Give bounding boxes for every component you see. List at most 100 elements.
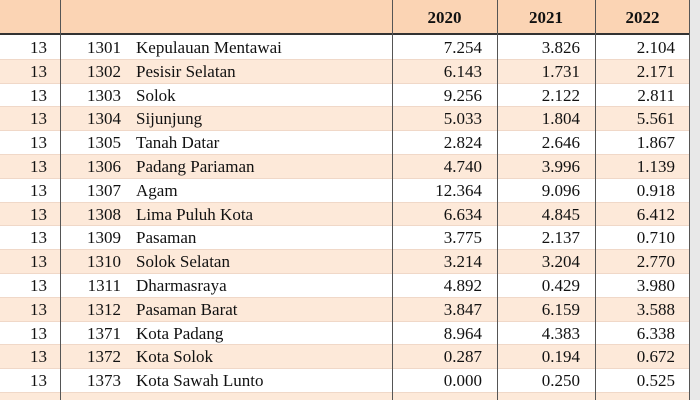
province-code: 13 (30, 228, 47, 248)
region-name: Kota Solok (136, 347, 213, 367)
region-name: Lima Puluh Kota (136, 204, 254, 224)
value: 3.996 (541, 157, 580, 176)
value: 2.811 (637, 85, 675, 105)
province-code: 13 (30, 85, 47, 105)
province-code: 13 (30, 252, 47, 272)
value: 0.672 (636, 347, 675, 367)
value: 4.383 (541, 323, 580, 343)
region-name: Sijunjung (136, 109, 203, 129)
province-code: 13 (30, 347, 47, 367)
row-band (0, 393, 690, 400)
column-border (689, 0, 690, 400)
region-code: 1308 (87, 204, 121, 224)
value: 8.964 (443, 323, 482, 343)
region-name: Padang Pariaman (136, 157, 255, 176)
region-name: Solok (136, 85, 176, 105)
value: 4.892 (443, 276, 482, 295)
region-name: Agam (136, 180, 178, 200)
province-code: 13 (30, 204, 47, 224)
value: 4.845 (541, 204, 580, 224)
value: 2.104 (636, 38, 675, 57)
value: 0.000 (443, 371, 482, 391)
row-band (0, 250, 690, 274)
province-code: 13 (30, 276, 47, 295)
row-band (0, 226, 690, 251)
value: 0.194 (541, 347, 580, 367)
row-band (0, 178, 690, 203)
value: 5.561 (636, 109, 675, 129)
value: 2.122 (541, 85, 580, 105)
value: 9.256 (443, 85, 482, 105)
province-code: 13 (30, 323, 47, 343)
region-code: 1310 (87, 252, 121, 272)
region-code: 1302 (87, 61, 121, 81)
value: 3.775 (443, 228, 482, 248)
row-band (0, 297, 690, 322)
value: 3.214 (443, 252, 482, 272)
region-code: 1303 (87, 85, 121, 105)
value: 7.254 (443, 38, 482, 57)
value: 0.429 (541, 276, 580, 295)
value: 0.918 (636, 180, 675, 200)
year-header: 2020 (427, 8, 462, 27)
province-code: 13 (30, 371, 47, 391)
value: 6.159 (541, 299, 580, 319)
value: 6.338 (636, 323, 675, 343)
value: 2.770 (636, 252, 675, 272)
column-border (497, 0, 498, 400)
region-name: Solok Selatan (136, 252, 230, 272)
row-band (0, 36, 690, 60)
value: 2.137 (541, 228, 580, 248)
row-band (0, 369, 690, 393)
year-header: 2022 (625, 8, 660, 27)
value: 2.646 (541, 133, 580, 153)
value: 1.804 (541, 109, 580, 129)
province-code: 13 (30, 157, 47, 176)
value: 4.740 (443, 157, 482, 176)
column-border (60, 0, 61, 400)
value: 0.287 (443, 347, 482, 367)
region-code: 1306 (87, 157, 121, 176)
region-code: 1312 (87, 299, 121, 319)
value: 0.525 (636, 371, 675, 391)
province-code: 13 (30, 61, 47, 81)
value: 6.412 (636, 204, 675, 224)
region-code: 1372 (87, 347, 121, 367)
value: 1.731 (541, 61, 580, 81)
row-band (0, 345, 690, 370)
row-band (0, 202, 690, 227)
row-band (0, 83, 690, 108)
region-code: 1371 (87, 323, 121, 343)
value: 3.826 (541, 38, 580, 57)
value: 5.033 (443, 109, 482, 129)
value: 3.980 (636, 276, 675, 295)
column-border (392, 0, 393, 400)
value: 2.171 (636, 61, 675, 81)
value: 3.204 (541, 252, 580, 272)
row-band (0, 155, 690, 179)
row-band (0, 107, 690, 132)
value: 0.250 (541, 371, 580, 391)
value: 1.867 (636, 133, 675, 153)
header-row (0, 0, 690, 35)
value: 3.588 (636, 299, 675, 319)
province-code: 13 (30, 109, 47, 129)
value: 1.139 (636, 157, 675, 176)
region-name: Pesisir Selatan (136, 61, 236, 81)
value: 6.634 (443, 204, 482, 224)
region-code: 1301 (87, 38, 121, 57)
year-header: 2021 (529, 8, 563, 27)
region-code: 1373 (87, 371, 121, 391)
region-name: Kota Padang (136, 323, 224, 343)
region-name: Kepulauan Mentawai (136, 38, 282, 57)
province-code: 13 (30, 133, 47, 153)
row-band (0, 59, 690, 84)
region-code: 1307 (87, 180, 121, 200)
value: 6.143 (443, 61, 482, 81)
column-border (595, 0, 596, 400)
region-name: Pasaman Barat (136, 299, 238, 319)
value: 12.364 (435, 180, 482, 200)
row-band (0, 321, 690, 346)
region-code: 1304 (87, 109, 121, 129)
